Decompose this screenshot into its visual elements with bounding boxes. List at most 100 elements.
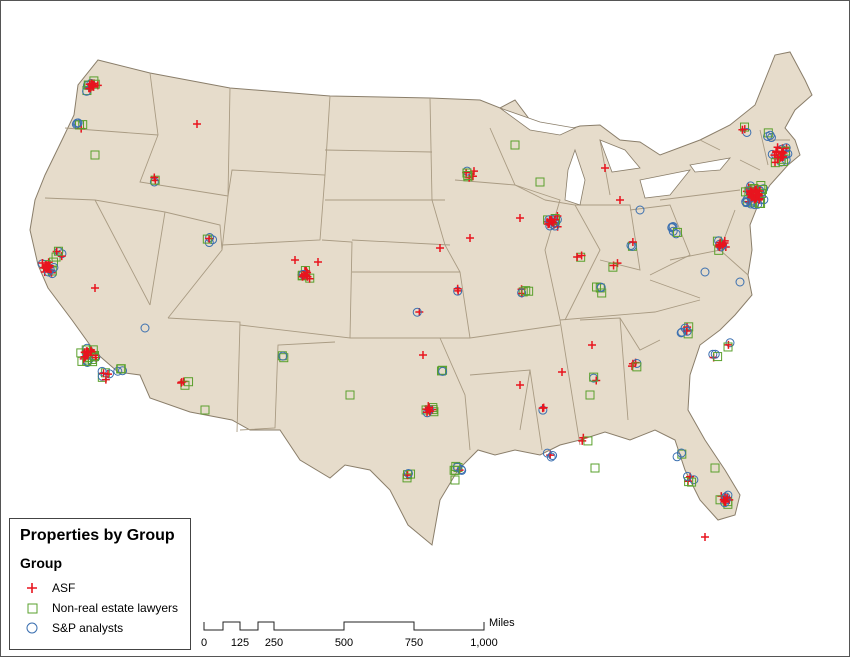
legend-title: Properties by Group — [20, 527, 175, 544]
lawyer-marker — [684, 477, 694, 487]
lawyer-marker — [672, 227, 682, 237]
circle-icon — [20, 619, 44, 637]
asf-marker — [746, 187, 755, 196]
asf-marker — [750, 194, 759, 203]
scale-unit: Miles — [489, 617, 515, 629]
analyst-marker — [682, 326, 692, 336]
lawyer-marker — [402, 473, 412, 483]
asf-marker — [723, 493, 732, 502]
analyst-marker — [548, 451, 558, 461]
analyst-marker — [71, 119, 81, 129]
lawyer-marker — [200, 405, 210, 415]
asf-marker — [419, 351, 427, 359]
scale-tick-1000: 1,000 — [470, 637, 498, 649]
asf-marker — [773, 143, 782, 152]
analyst-marker — [635, 205, 645, 215]
asf-marker — [701, 533, 709, 541]
lawyer-marker — [710, 463, 720, 473]
analyst-marker — [735, 277, 745, 287]
lawyer-marker — [740, 122, 750, 132]
cross-icon — [20, 579, 44, 597]
asf-marker — [738, 125, 747, 134]
asf-marker — [558, 368, 566, 376]
lawyer-marker — [632, 362, 642, 372]
asf-marker — [573, 252, 582, 261]
legend-group-heading: Group — [20, 555, 62, 571]
lawyer-marker — [583, 436, 593, 446]
analyst-marker — [741, 198, 751, 208]
legend-item-analysts: S&P analysts — [20, 619, 123, 637]
asf-marker — [466, 234, 474, 242]
lawyer-marker — [450, 475, 460, 485]
lawyer-marker — [763, 128, 773, 138]
lawyer-marker — [585, 390, 595, 400]
lawyer-marker — [462, 168, 472, 178]
lawyer-marker — [450, 465, 460, 475]
lawyer-marker — [53, 246, 63, 256]
asf-marker — [193, 120, 201, 128]
asf-marker — [314, 258, 322, 266]
asf-marker — [588, 341, 596, 349]
lawyer-marker — [713, 352, 723, 362]
asf-marker — [177, 378, 186, 387]
analyst-marker — [710, 349, 720, 359]
asf-marker — [601, 164, 609, 172]
lawyer-marker — [90, 150, 100, 160]
legend-item-lawyers: Non-real estate lawyers — [20, 599, 178, 617]
analyst-marker — [700, 267, 710, 277]
analyst-marker — [723, 490, 733, 500]
asf-marker — [577, 251, 586, 260]
state-borders — [44, 72, 790, 451]
legend-item-label: S&P analysts — [52, 621, 124, 635]
lawyer-marker — [590, 463, 600, 473]
scale-tick-250: 250 — [265, 637, 283, 649]
asf-marker — [425, 403, 434, 412]
lawyer-marker — [597, 288, 607, 298]
analyst-marker — [412, 307, 422, 317]
asf-marker — [415, 308, 424, 317]
asf-marker — [772, 148, 781, 157]
analyst-marker — [97, 366, 107, 376]
scale-tick-0: 0 — [201, 637, 207, 649]
analyst-marker — [140, 323, 150, 333]
analyst-marker — [113, 366, 123, 376]
asf-marker — [516, 214, 524, 222]
property-markers — [37, 76, 793, 541]
asf-marker — [579, 433, 588, 442]
lawyer-marker — [510, 140, 520, 150]
lawyer-marker — [150, 175, 160, 185]
asf-marker — [545, 216, 554, 225]
asf-marker — [628, 362, 637, 371]
analyst-marker — [667, 222, 677, 232]
analyst-marker — [765, 130, 775, 140]
lawyer-marker — [757, 184, 767, 194]
asf-marker — [538, 404, 547, 413]
lawyer-marker — [78, 120, 88, 130]
lawyer-marker — [88, 345, 98, 355]
asf-marker — [592, 376, 601, 385]
lawyer-marker — [463, 171, 473, 181]
analyst-marker — [452, 462, 462, 472]
lawyer-marker — [589, 372, 599, 382]
asf-marker — [99, 369, 108, 378]
analyst-marker — [672, 452, 682, 462]
analyst-marker — [278, 351, 288, 361]
scale-bar: 0 125 250 500 750 1,000 Miles — [201, 617, 515, 649]
asf-marker — [86, 347, 95, 356]
asf-marker — [748, 188, 757, 197]
analyst-marker — [677, 327, 687, 337]
asf-marker — [47, 268, 56, 277]
scale-tick-750: 750 — [405, 637, 423, 649]
analyst-marker — [682, 471, 692, 481]
legend-item-asf: ASF — [20, 579, 75, 597]
lawyer-marker — [592, 282, 602, 292]
asf-marker — [682, 327, 691, 336]
lawyer-marker — [723, 342, 733, 352]
asf-marker — [150, 173, 159, 182]
analyst-marker — [438, 366, 448, 376]
lawyer-marker — [535, 177, 545, 187]
asf-marker — [291, 256, 299, 264]
asf-marker — [628, 238, 637, 247]
analyst-marker — [517, 288, 527, 298]
